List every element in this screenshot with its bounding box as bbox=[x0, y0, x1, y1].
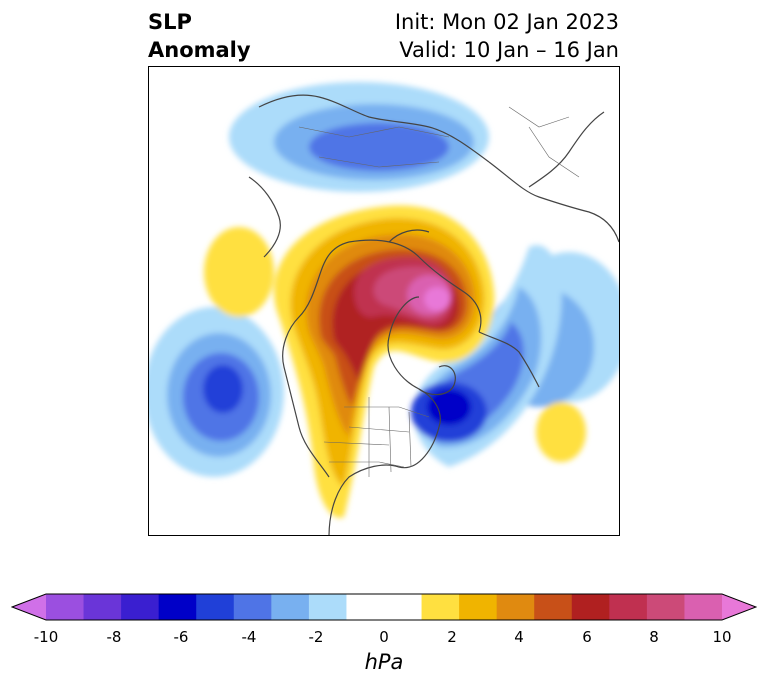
colorbar-extend-max bbox=[722, 594, 756, 620]
colorbar-tick-neg6: -6 bbox=[173, 628, 189, 646]
colorbar-cell bbox=[571, 594, 610, 620]
colorbar-tick-0: 0 bbox=[379, 628, 389, 646]
colorbar-cell bbox=[421, 594, 460, 620]
colorbar-tick-neg10: -10 bbox=[33, 628, 59, 646]
colorbar-tick-neg8: -8 bbox=[106, 628, 122, 646]
political-borders bbox=[298, 106, 580, 477]
colorbar-tick-10: 10 bbox=[712, 628, 732, 646]
colorbar-cell bbox=[384, 594, 423, 620]
map-panel bbox=[148, 66, 620, 536]
colorbar-cell bbox=[496, 594, 535, 620]
negative-anomaly-north-pacific bbox=[149, 307, 284, 477]
title-line-2: Anomaly bbox=[148, 38, 251, 62]
negative-anomaly-eurasia bbox=[229, 82, 489, 192]
colorbar-tick-neg4: -4 bbox=[241, 628, 257, 646]
colorbar-unit-label: hPa bbox=[364, 650, 404, 674]
date-info: Init: Mon 02 Jan 2023 Valid: 10 Jan – 16… bbox=[395, 8, 619, 64]
anomaly-map bbox=[149, 82, 619, 535]
colorbar bbox=[11, 593, 757, 621]
positive-anomaly-arctic bbox=[204, 205, 586, 518]
valid-range: Valid: 10 Jan – 16 Jan bbox=[399, 38, 619, 62]
colorbar-tick-8: 8 bbox=[649, 628, 659, 646]
colorbar-extend-min bbox=[12, 594, 46, 620]
coastlines bbox=[248, 94, 619, 535]
colorbar-cell bbox=[271, 594, 310, 620]
colorbar-cell bbox=[46, 594, 85, 620]
map-title: SLP Anomaly bbox=[148, 8, 251, 64]
colorbar-cell bbox=[684, 594, 723, 620]
colorbar-cell bbox=[609, 594, 648, 620]
colorbar-cell bbox=[196, 594, 235, 620]
colorbar-outline bbox=[11, 593, 757, 621]
colorbar-cell bbox=[346, 594, 385, 620]
colorbar-cells bbox=[11, 593, 757, 621]
colorbar-tick-6: 6 bbox=[582, 628, 592, 646]
colorbar-tick-neg2: -2 bbox=[308, 628, 324, 646]
colorbar-cell bbox=[646, 594, 685, 620]
colorbar-tick-4: 4 bbox=[514, 628, 524, 646]
colorbar-cell bbox=[459, 594, 498, 620]
title-line-1: SLP bbox=[148, 10, 192, 34]
init-date: Init: Mon 02 Jan 2023 bbox=[394, 10, 619, 34]
colorbar-cell bbox=[233, 594, 272, 620]
negative-anomaly-north-atlantic bbox=[411, 245, 562, 467]
colorbar-cell bbox=[308, 594, 347, 620]
colorbar-cell bbox=[158, 594, 197, 620]
colorbar-cell bbox=[121, 594, 160, 620]
colorbar-tick-2: 2 bbox=[447, 628, 457, 646]
colorbar-cell bbox=[534, 594, 573, 620]
colorbar-cell bbox=[83, 594, 122, 620]
